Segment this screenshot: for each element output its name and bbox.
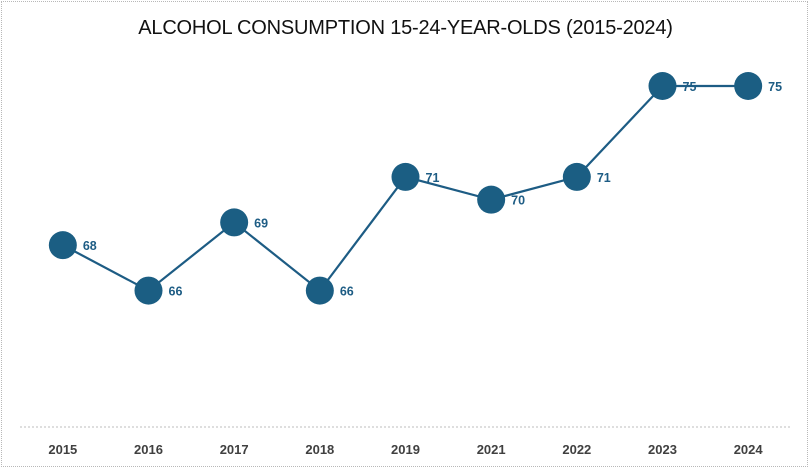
data-label: 66 (169, 285, 183, 299)
data-point-marker (391, 162, 420, 191)
x-tick-label: 2023 (648, 442, 677, 457)
series-layer: 68 66 69 66 71 70 71 75 75 (48, 72, 782, 305)
data-label: 71 (426, 171, 440, 185)
x-tick-label: 2016 (134, 442, 163, 457)
x-tick-label: 2018 (305, 442, 334, 457)
data-point-marker (48, 231, 77, 260)
data-label: 75 (768, 80, 782, 94)
data-label: 66 (340, 285, 354, 299)
data-label: 71 (597, 171, 611, 185)
data-label: 75 (683, 80, 697, 94)
x-tick-label: 2015 (48, 442, 77, 457)
data-point-marker (134, 276, 163, 305)
x-tick-label: 2017 (220, 442, 249, 457)
x-tick-label: 2022 (562, 442, 591, 457)
x-tick-label: 2019 (391, 442, 420, 457)
data-point-marker (305, 276, 334, 305)
data-point-marker (562, 162, 591, 191)
data-label: 69 (254, 216, 268, 230)
data-point-marker (734, 72, 763, 100)
x-tick-label: 2024 (734, 442, 764, 457)
x-axis-ticks: 2015 2016 2017 2018 2019 2021 2022 2023 2024 (48, 442, 763, 457)
data-label: 68 (83, 239, 97, 253)
data-point-marker (477, 185, 506, 214)
chart-title: ALCOHOL CONSUMPTION 15-24-YEAR-OLDS (201… (138, 17, 673, 39)
data-point-marker (648, 72, 677, 100)
data-point-marker (220, 208, 249, 237)
data-label: 70 (511, 194, 525, 208)
x-tick-label: 2021 (477, 442, 506, 457)
